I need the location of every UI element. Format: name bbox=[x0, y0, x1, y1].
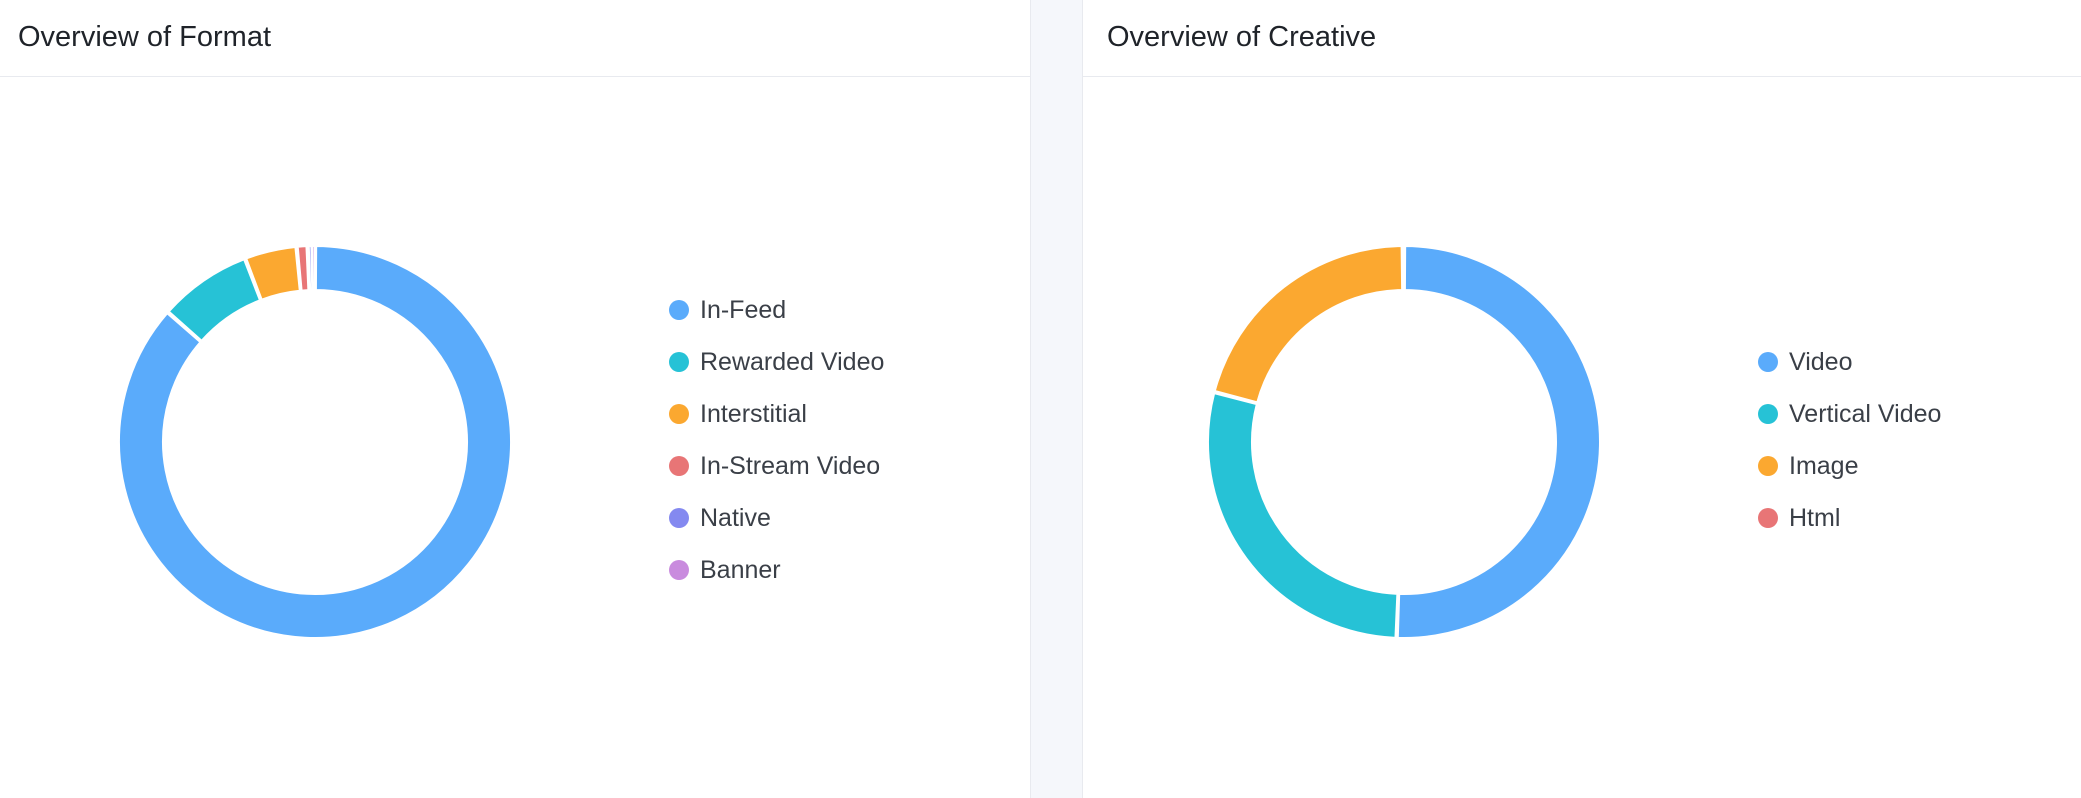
creative-donut-chart bbox=[1207, 244, 1601, 639]
legend-item-video[interactable]: Video bbox=[1758, 336, 1941, 388]
creative-panel-header: Overview of Creative bbox=[1083, 0, 2081, 77]
creative-panel: Overview of Creative Video Vertical Video… bbox=[1082, 0, 2081, 798]
legend-item-in-feed[interactable]: In-Feed bbox=[669, 284, 884, 336]
legend-dot-icon bbox=[669, 300, 689, 320]
legend-dot-icon bbox=[669, 560, 689, 580]
legend-item-native[interactable]: Native bbox=[669, 492, 884, 544]
legend-label: Image bbox=[1789, 451, 1859, 480]
slice-banner[interactable] bbox=[311, 244, 316, 292]
legend-label: Native bbox=[700, 503, 771, 532]
format-donut-chart bbox=[118, 244, 512, 639]
format-panel: Overview of Format In-Feed Rewarded Video… bbox=[0, 0, 1031, 798]
format-panel-header: Overview of Format bbox=[0, 0, 1030, 77]
legend-dot-icon bbox=[669, 456, 689, 476]
legend-label: Rewarded Video bbox=[700, 347, 885, 376]
legend-dot-icon bbox=[669, 352, 689, 372]
legend-item-html[interactable]: Html bbox=[1758, 492, 1941, 544]
legend-item-interstitial[interactable]: Interstitial bbox=[669, 388, 884, 440]
legend-dot-icon bbox=[669, 508, 689, 528]
legend-label: Vertical Video bbox=[1789, 399, 1942, 428]
creative-legend: Video Vertical Video Image Html bbox=[1758, 336, 1941, 544]
legend-item-in-stream-video[interactable]: In-Stream Video bbox=[669, 440, 884, 492]
legend-item-vertical-video[interactable]: Vertical Video bbox=[1758, 388, 1941, 440]
slice-in-feed[interactable] bbox=[118, 244, 512, 639]
legend-dot-icon bbox=[1758, 404, 1778, 424]
legend-item-image[interactable]: Image bbox=[1758, 440, 1941, 492]
legend-label: In-Feed bbox=[700, 295, 787, 324]
slice-image[interactable] bbox=[1213, 245, 1404, 404]
slice-interstitial[interactable] bbox=[244, 245, 301, 301]
creative-panel-title: Overview of Creative bbox=[1107, 21, 1377, 53]
legend-label: Interstitial bbox=[700, 399, 807, 428]
legend-label: Video bbox=[1789, 347, 1853, 376]
legend-label: In-Stream Video bbox=[700, 451, 881, 480]
slice-html[interactable] bbox=[1401, 244, 1405, 292]
legend-dot-icon bbox=[1758, 456, 1778, 476]
legend-item-banner[interactable]: Banner bbox=[669, 544, 884, 596]
legend-item-rewarded-video[interactable]: Rewarded Video bbox=[669, 336, 884, 388]
slice-in-stream-video[interactable] bbox=[296, 245, 310, 292]
legend-dot-icon bbox=[1758, 508, 1778, 528]
slice-vertical-video[interactable] bbox=[1207, 391, 1399, 639]
legend-label: Html bbox=[1789, 503, 1841, 532]
slice-video[interactable] bbox=[1396, 244, 1601, 639]
slice-rewarded-video[interactable] bbox=[167, 257, 262, 343]
format-panel-title: Overview of Format bbox=[18, 21, 271, 53]
legend-dot-icon bbox=[1758, 352, 1778, 372]
legend-label: Banner bbox=[700, 555, 781, 584]
legend-dot-icon bbox=[669, 404, 689, 424]
format-legend: In-Feed Rewarded Video Interstitial In-Stre… bbox=[669, 284, 884, 596]
